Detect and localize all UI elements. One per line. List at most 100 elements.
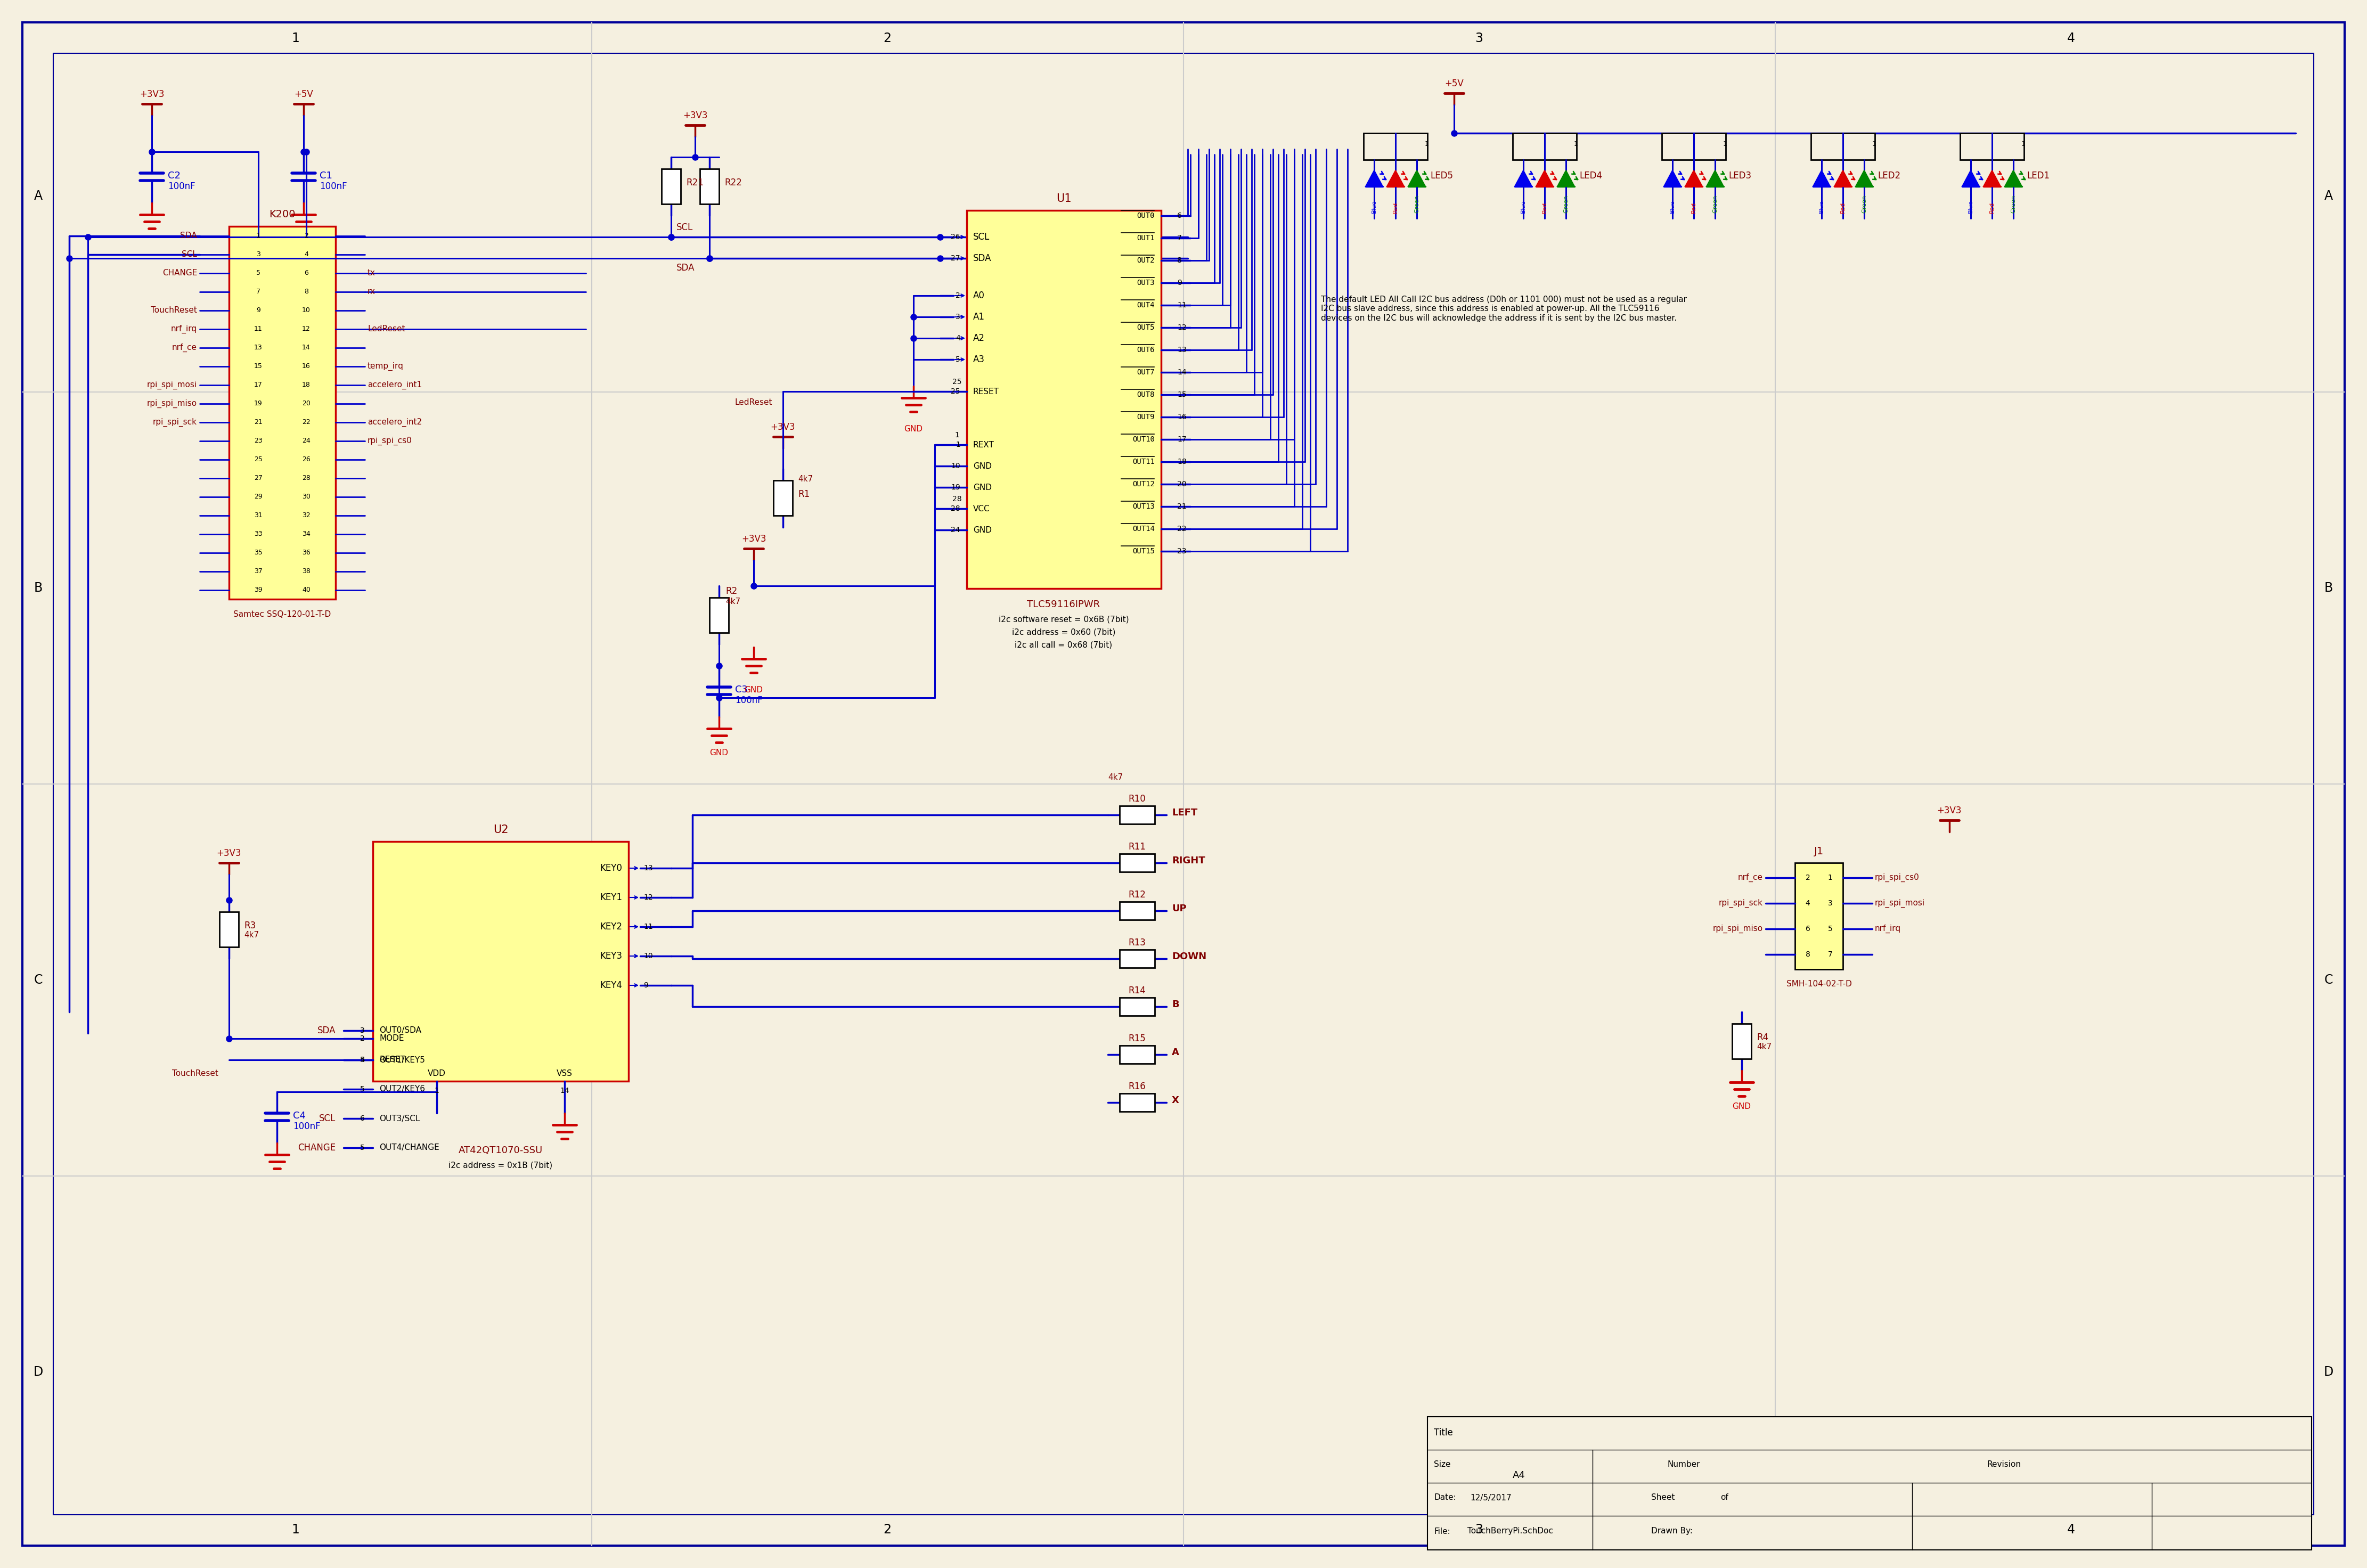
Text: 34: 34 <box>303 530 310 538</box>
Text: 100nF: 100nF <box>736 696 762 706</box>
Text: Red: Red <box>1988 202 1995 213</box>
Text: LEFT: LEFT <box>1172 808 1198 817</box>
Text: U1: U1 <box>1056 193 1072 204</box>
Text: OUT8: OUT8 <box>1136 390 1155 398</box>
Bar <box>1513 133 1576 160</box>
Text: Green: Green <box>1711 194 1718 213</box>
Text: 8: 8 <box>303 289 308 295</box>
Text: DOWN: DOWN <box>1172 952 1207 961</box>
Text: 4: 4 <box>305 251 308 257</box>
Text: Red: Red <box>1392 202 1399 213</box>
Bar <box>710 597 729 633</box>
Text: +5V: +5V <box>294 89 312 99</box>
Text: 25: 25 <box>253 456 263 463</box>
Text: The default LED All Call I2C bus address (D0h or 1101 000) must not be used as a: The default LED All Call I2C bus address… <box>1321 296 1688 321</box>
Text: 28: 28 <box>952 495 961 503</box>
Text: 24: 24 <box>952 527 961 533</box>
Text: K200: K200 <box>270 210 296 220</box>
Text: SCL: SCL <box>973 232 989 241</box>
Text: 5: 5 <box>360 1085 365 1093</box>
Text: KEY3: KEY3 <box>599 952 623 961</box>
Text: KEY4: KEY4 <box>599 980 623 989</box>
Text: rpi_spi_sck: rpi_spi_sck <box>1718 898 1763 908</box>
Text: 1: 1 <box>291 1523 301 1537</box>
Text: A: A <box>2324 190 2334 202</box>
Text: 14: 14 <box>1176 368 1186 376</box>
Text: C1: C1 <box>320 171 331 180</box>
Text: 12: 12 <box>644 894 653 902</box>
Text: 10: 10 <box>303 307 310 314</box>
Text: 1: 1 <box>436 1087 440 1094</box>
Text: B: B <box>1172 1000 1179 1010</box>
Text: J1: J1 <box>1813 847 1823 856</box>
Text: GND: GND <box>743 685 762 693</box>
Text: 12: 12 <box>303 326 310 332</box>
Text: 24: 24 <box>303 437 310 444</box>
Text: +5V: +5V <box>1444 78 1463 88</box>
Text: Red: Red <box>1690 202 1697 213</box>
Text: +3V3: +3V3 <box>1936 806 1962 815</box>
Text: File:: File: <box>1434 1527 1451 1535</box>
Text: Blue: Blue <box>1370 199 1378 213</box>
Text: 10: 10 <box>644 952 653 960</box>
Text: A: A <box>33 190 43 202</box>
Polygon shape <box>1685 171 1702 187</box>
Polygon shape <box>1366 171 1382 187</box>
Text: R3: R3 <box>244 920 256 930</box>
Text: 3: 3 <box>360 1027 365 1035</box>
Text: 21: 21 <box>253 419 263 425</box>
Bar <box>1120 853 1155 872</box>
Text: 4: 4 <box>2066 1523 2076 1537</box>
Text: VSS: VSS <box>556 1069 573 1077</box>
Text: 12/5/2017: 12/5/2017 <box>1470 1494 1513 1502</box>
Text: 16: 16 <box>1176 414 1186 420</box>
Text: Blue: Blue <box>1669 199 1676 213</box>
Text: 1: 1 <box>1723 141 1728 147</box>
Text: 4: 4 <box>2066 31 2076 45</box>
Text: rpi_spi_mosi: rpi_spi_mosi <box>1875 898 1924 908</box>
Text: 22: 22 <box>303 419 310 425</box>
Text: R12: R12 <box>1129 891 1146 900</box>
Text: 4k7: 4k7 <box>1756 1043 1771 1051</box>
Text: 9: 9 <box>644 982 649 989</box>
Text: 4: 4 <box>360 1057 365 1063</box>
Text: 4: 4 <box>1806 900 1811 906</box>
Polygon shape <box>1557 171 1574 187</box>
Text: 6: 6 <box>305 270 308 276</box>
Text: 13: 13 <box>644 864 653 872</box>
Text: 1: 1 <box>291 31 301 45</box>
Bar <box>1120 1046 1155 1063</box>
Polygon shape <box>1536 171 1553 187</box>
Text: nrf_irq: nrf_irq <box>170 325 196 334</box>
Text: U2: U2 <box>492 825 509 836</box>
Text: 1: 1 <box>1827 873 1832 881</box>
Text: Size: Size <box>1434 1461 1451 1469</box>
Text: A: A <box>1172 1047 1179 1057</box>
Text: nrf_ce: nrf_ce <box>173 343 196 351</box>
Text: 18: 18 <box>1176 458 1186 466</box>
Text: 18: 18 <box>303 381 310 389</box>
Text: 32: 32 <box>303 511 310 519</box>
Text: i2c all call = 0x68 (7bit): i2c all call = 0x68 (7bit) <box>1015 641 1112 649</box>
Text: 6: 6 <box>1806 925 1811 933</box>
Bar <box>660 169 682 204</box>
Text: TouchReset: TouchReset <box>151 306 196 314</box>
Text: rx: rx <box>367 287 376 296</box>
Text: 100nF: 100nF <box>320 182 348 191</box>
Text: 23: 23 <box>253 437 263 444</box>
Text: rpi_spi_miso: rpi_spi_miso <box>147 400 196 408</box>
Text: SCL: SCL <box>677 223 694 232</box>
Polygon shape <box>1664 171 1681 187</box>
Text: 4k7: 4k7 <box>724 597 741 605</box>
Text: CHANGE: CHANGE <box>298 1143 336 1152</box>
Text: 5: 5 <box>360 1057 365 1063</box>
Text: 4k7: 4k7 <box>798 475 812 483</box>
Text: 40: 40 <box>303 586 310 593</box>
Bar <box>1733 1024 1752 1058</box>
Text: 25: 25 <box>952 378 961 386</box>
Text: OUT5: OUT5 <box>1136 325 1155 331</box>
Text: 1: 1 <box>956 441 961 448</box>
Text: OUT10: OUT10 <box>1131 436 1155 444</box>
Text: B: B <box>33 582 43 594</box>
Text: LedReset: LedReset <box>734 398 772 406</box>
